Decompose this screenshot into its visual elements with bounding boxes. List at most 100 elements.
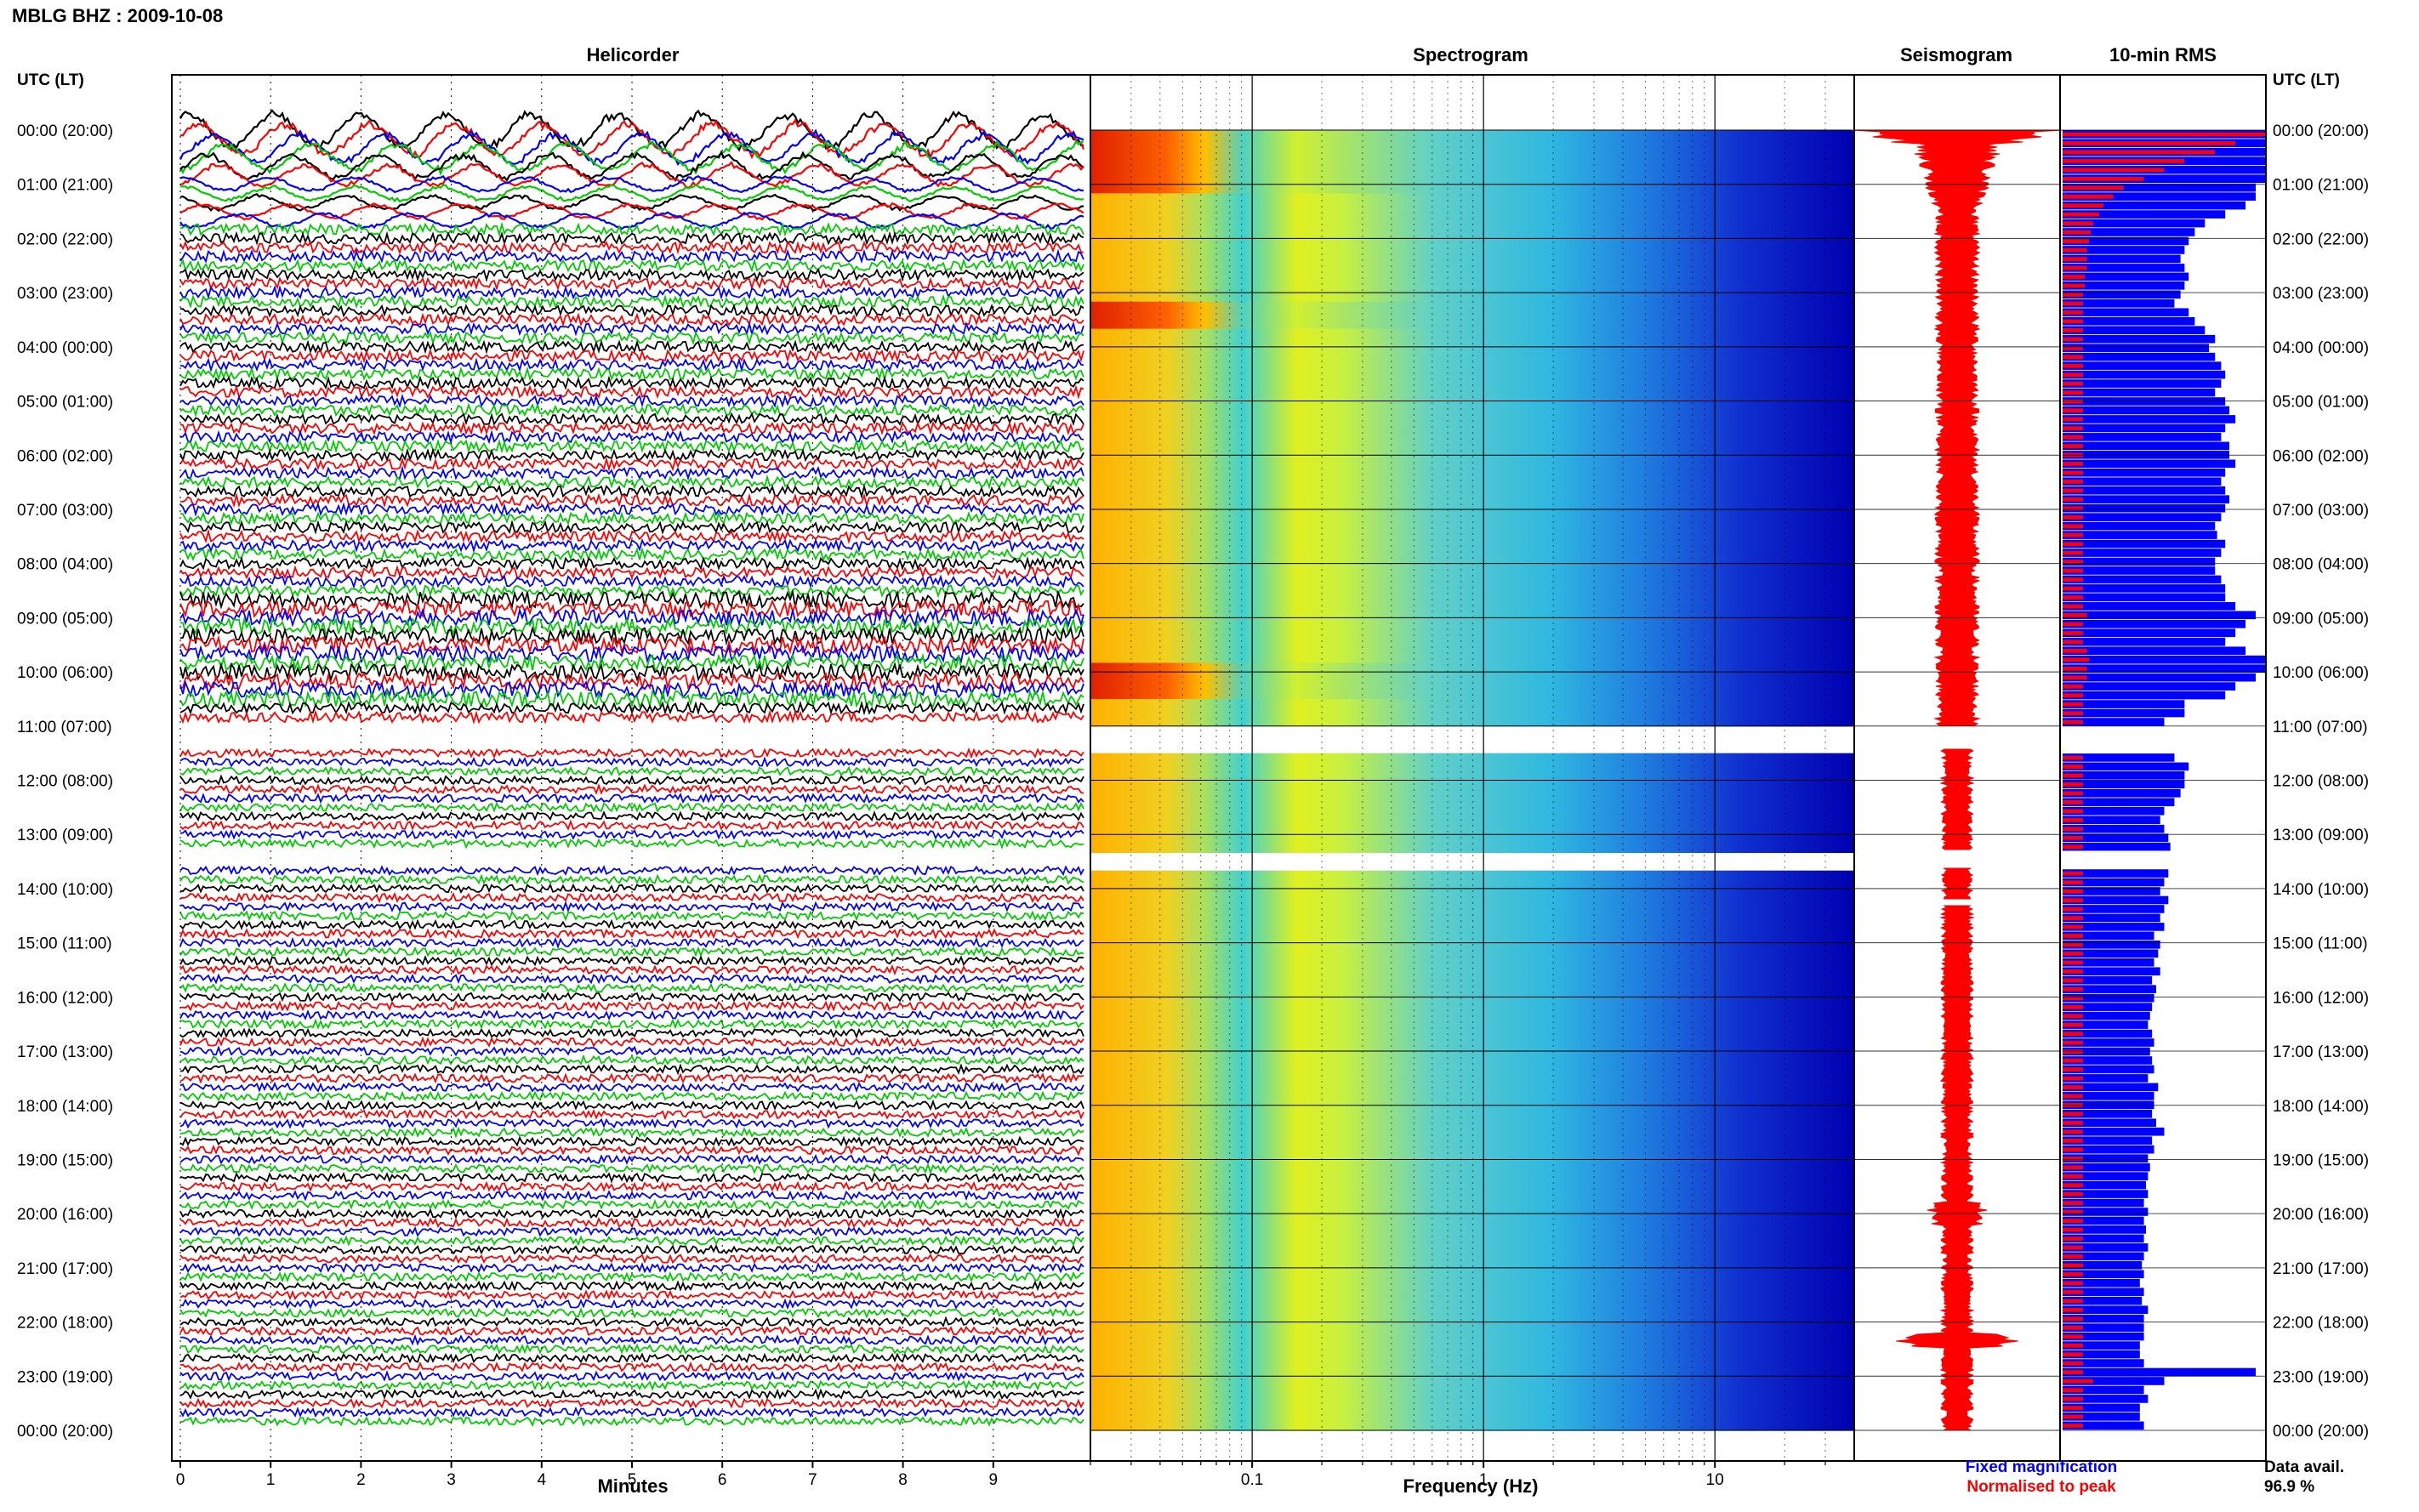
- rms-bar-fixed: [2063, 219, 2206, 228]
- rms-bar-normalised: [2063, 310, 2083, 315]
- spectrogram-band: [1090, 319, 1854, 330]
- time-tick-left: 12:00 (08:00): [17, 773, 113, 791]
- helicorder-trace: [179, 679, 1084, 701]
- rms-bar-fixed: [2063, 584, 2226, 593]
- rms-bar-fixed: [2063, 477, 2222, 486]
- rms-bar-fixed: [2063, 958, 2154, 967]
- rms-bar-normalised: [2063, 818, 2083, 822]
- time-tick-left: 03:00 (23:00): [17, 285, 113, 303]
- legend-normalised-to-peak: Normalised to peak: [1967, 1478, 2116, 1496]
- helicorder-trace: [180, 303, 1084, 319]
- spectrogram-band: [1090, 1259, 1854, 1269]
- rms-bar-fixed: [2063, 646, 2246, 656]
- rms-bar-normalised: [2063, 1334, 2083, 1339]
- time-tick-right: 09:00 (05:00): [2273, 610, 2369, 628]
- helicorder-trace: [180, 1415, 1084, 1428]
- time-tick-right: 00:00 (20:00): [2273, 1423, 2369, 1441]
- rms-bar-normalised: [2063, 247, 2087, 253]
- helicorder-trace: [179, 193, 1084, 213]
- minute-tick-label: 6: [718, 1471, 727, 1489]
- rms-bar-fixed: [2063, 753, 2175, 762]
- helicorder-trace: [179, 1036, 1084, 1049]
- spectrogram-band: [1090, 1403, 1854, 1413]
- rms-bar-normalised: [2063, 1129, 2083, 1134]
- rms-bar-normalised: [2063, 444, 2083, 448]
- spectrogram-band: [1090, 1367, 1854, 1377]
- helicorder-trace: [179, 483, 1084, 500]
- spectrogram-band: [1090, 410, 1854, 420]
- spectrogram-band: [1090, 834, 1854, 844]
- rms-bar-normalised: [2063, 844, 2083, 850]
- spectrogram-band: [1090, 843, 1854, 854]
- rms-bar-fixed: [2063, 878, 2165, 887]
- rms-bar-fixed: [2063, 1074, 2149, 1083]
- rms-bar-fixed: [2063, 1270, 2144, 1279]
- helicorder-trace: [179, 1406, 1084, 1418]
- helicorder-trace: [179, 891, 1084, 904]
- spectrogram-band: [1090, 662, 1854, 673]
- spectrogram-band: [1090, 807, 1854, 817]
- rms-bar-fixed: [2063, 1216, 2144, 1225]
- rms-bar-fixed: [2063, 771, 2185, 780]
- helicorder-trace: [179, 1343, 1084, 1356]
- spectrogram-band: [1090, 969, 1854, 980]
- rms-bar-fixed: [2063, 1145, 2154, 1154]
- rms-bar-fixed: [2063, 539, 2226, 549]
- rms-bar-fixed: [2063, 326, 2206, 335]
- rms-bar-normalised: [2063, 1085, 2083, 1089]
- helicorder-trace: [179, 837, 1084, 850]
- helicorder-trace: [179, 963, 1084, 976]
- rms-bar-normalised: [2063, 1343, 2083, 1348]
- helicorder-trace: [179, 1235, 1084, 1247]
- rms-bar-fixed: [2063, 798, 2175, 807]
- rms-bar-normalised: [2063, 560, 2083, 565]
- helicorder-trace: [179, 1099, 1084, 1111]
- rms-bar-fixed: [2063, 895, 2169, 905]
- rms-bar-normalised: [2063, 657, 2090, 662]
- helicorder-trace: [179, 1153, 1084, 1166]
- rms-bar-fixed: [2063, 272, 2189, 281]
- rms-bar-fixed: [2063, 486, 2226, 495]
- helicorder-trace: [179, 240, 1084, 255]
- helicorder-trace: [179, 928, 1084, 940]
- rms-bar-normalised: [2063, 604, 2083, 609]
- helicorder-trace: [179, 510, 1084, 526]
- rms-bar-fixed: [2063, 1118, 2156, 1128]
- rms-bar-fixed: [2063, 1198, 2144, 1208]
- spectrogram-band: [1090, 672, 1854, 682]
- spectrogram-band: [1090, 1024, 1854, 1034]
- helicorder-trace: [179, 1135, 1084, 1147]
- helicorder-trace: [179, 661, 1084, 683]
- rms-bar-fixed: [2063, 1421, 2144, 1430]
- spectrogram-band: [1090, 1358, 1854, 1368]
- helicorder-trace: [179, 1126, 1084, 1139]
- spectrogram-band: [1090, 1051, 1854, 1061]
- rms-bar-fixed: [2063, 531, 2217, 539]
- frequency-tick-label: 0.1: [1241, 1471, 1263, 1489]
- rms-bar-normalised: [2063, 141, 2236, 145]
- spectrogram-band: [1090, 328, 1854, 338]
- rms-bar-fixed: [2063, 521, 2216, 531]
- rms-bar-fixed: [2063, 352, 2216, 361]
- spectrogram-band: [1090, 1231, 1854, 1242]
- helicorder-trace: [179, 792, 1084, 804]
- time-tick-right: 12:00 (08:00): [2273, 773, 2369, 791]
- time-tick-left: 17:00 (13:00): [17, 1043, 113, 1061]
- helicorder-trace: [179, 1361, 1084, 1373]
- spectrogram-band: [1090, 184, 1854, 194]
- spectrogram-band: [1090, 952, 1854, 962]
- helicorder-trace: [179, 230, 1084, 247]
- rms-bar-normalised: [2063, 1290, 2083, 1294]
- spectrogram-band: [1090, 717, 1854, 727]
- helicorder-trace: [179, 1316, 1084, 1327]
- rms-bar-normalised: [2063, 1316, 2083, 1322]
- rms-bar-normalised: [2063, 408, 2083, 412]
- helicorder-trace: [179, 709, 1084, 725]
- rms-bar-fixed: [2063, 361, 2222, 370]
- helicorder-trace: [179, 1217, 1084, 1229]
- rms-bar-normalised: [2063, 1361, 2083, 1366]
- spectrogram-band: [1090, 455, 1854, 465]
- spectrogram-band: [1090, 1331, 1854, 1341]
- rms-bar-normalised: [2063, 1094, 2083, 1099]
